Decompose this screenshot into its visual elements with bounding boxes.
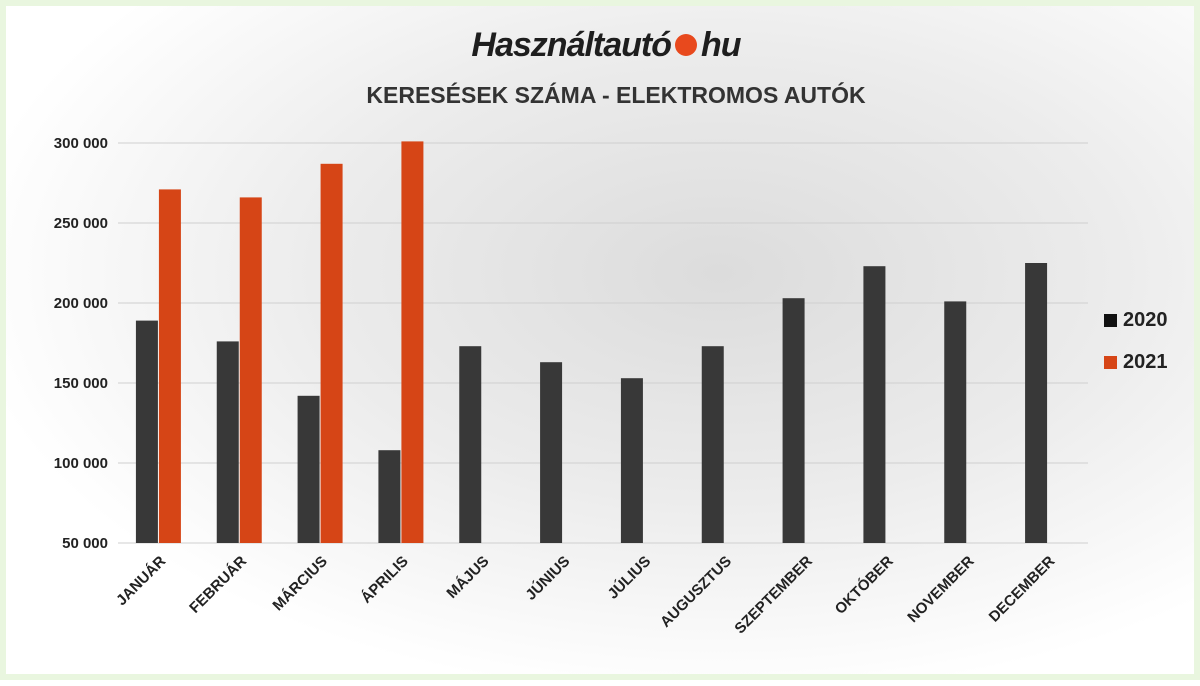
chart-title: KERESÉSEK SZÁMA - ELEKTROMOS AUTÓK — [366, 82, 866, 108]
x-category-label: OKTÓBER — [831, 552, 897, 618]
bar-chart: 50 000 100 000 150 000 200 000 250 000 300 00… — [54, 135, 1088, 637]
legend-item: 2021 — [1104, 348, 1168, 376]
x-category-label: JÚNIUS — [522, 552, 574, 604]
x-category-label: MÁJUS — [443, 553, 492, 602]
bar-2020-8 — [782, 298, 805, 543]
x-category-label: JANUÁR — [113, 553, 169, 609]
bar-2020-10 — [944, 301, 967, 543]
x-category-label: DECEMBER — [986, 553, 1059, 626]
y-tick-label: 200 000 — [54, 295, 108, 312]
bar-2020-2 — [297, 395, 320, 543]
x-category-label: ÁPRILIS — [358, 553, 412, 607]
bar-2020-6 — [620, 378, 643, 543]
bar-2021-1 — [239, 197, 262, 543]
logo-text-left: Használtautó — [471, 26, 672, 64]
bar-2020-11 — [1025, 263, 1048, 543]
x-category-label: MÁRCIUS — [269, 553, 331, 615]
x-category-label: FEBRUÁR — [186, 553, 250, 617]
y-tick-label: 100 000 — [54, 455, 108, 472]
legend-swatch — [1104, 313, 1117, 327]
bar-2020-4 — [459, 346, 482, 543]
legend-swatch — [1104, 355, 1117, 369]
logo-dot-icon — [675, 34, 698, 57]
legend: 2020 2021 — [1104, 306, 1168, 390]
bar-2020-5 — [540, 362, 563, 543]
y-tick-label: 50 000 — [62, 535, 108, 552]
bar-2020-1 — [216, 341, 239, 543]
legend-label: 2020 — [1123, 308, 1168, 331]
y-tick-label: 150 000 — [54, 375, 108, 392]
bar-2020-3 — [378, 450, 401, 543]
logo-text-right: hu — [701, 26, 742, 64]
x-category-label: SZEPTEMBER — [731, 553, 816, 638]
bar-2021-3 — [401, 141, 424, 543]
bar-2021-2 — [320, 163, 343, 544]
legend-label: 2021 — [1123, 350, 1168, 373]
bar-2020-9 — [863, 266, 886, 543]
bar-2020-0 — [135, 320, 158, 543]
bar-2020-7 — [701, 346, 724, 543]
x-axis-category-labels: JANUÁR FEBRUÁR MÁRCIUS ÁPRILIS MÁJUS JÚNIUS JÚ… — [113, 552, 1059, 637]
bar-2021-0 — [158, 189, 181, 543]
y-tick-label: 250 000 — [54, 215, 108, 232]
brand-logo: Használtautó hu — [6, 26, 1200, 65]
legend-item: 2020 — [1104, 306, 1168, 334]
x-category-label: AUGUSZTUS — [657, 553, 735, 631]
x-category-label: JÚLIUS — [604, 552, 654, 602]
x-category-label: NOVEMBER — [904, 553, 977, 626]
grid-lines — [118, 142, 1088, 544]
y-tick-label: 300 000 — [54, 135, 108, 152]
bars — [135, 141, 1048, 544]
y-axis-tick-labels: 50 000 100 000 150 000 200 000 250 000 300 00… — [54, 135, 108, 552]
